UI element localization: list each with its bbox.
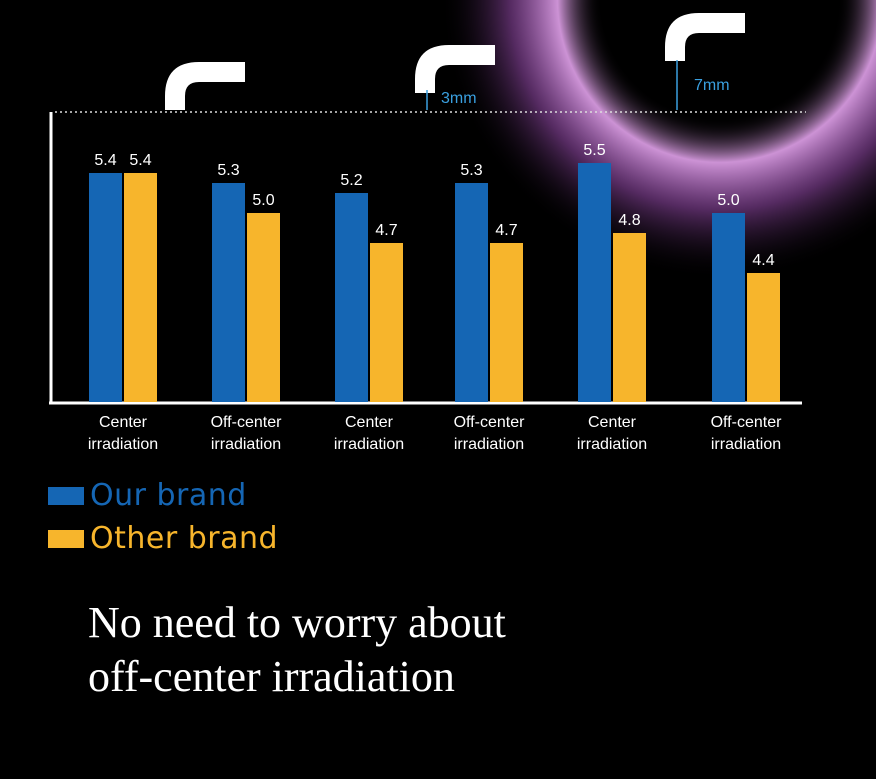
data-label: 5.0 <box>717 192 739 209</box>
x-tick-label: irradiation <box>454 436 524 453</box>
data-label: 4.4 <box>752 252 774 269</box>
x-tick-label: Off-center <box>711 414 783 431</box>
x-tick-label: irradiation <box>577 436 647 453</box>
x-tick-label: irradiation <box>88 436 158 453</box>
glow-ring <box>440 0 876 280</box>
data-label: 5.3 <box>460 162 482 179</box>
legend-swatch-our-brand <box>48 486 84 505</box>
bar <box>712 213 745 402</box>
probe-bracket <box>665 13 745 61</box>
x-tick-label: Center <box>588 414 637 431</box>
caption-line-2: off-center irradiation <box>88 652 455 701</box>
data-label: 5.0 <box>252 192 274 209</box>
bar <box>747 273 780 402</box>
x-tick-label: irradiation <box>711 436 781 453</box>
legend-label-our-brand: Our brand <box>90 478 247 513</box>
bar <box>578 163 611 402</box>
bar <box>212 183 245 402</box>
caption: No need to worry about off-center irradi… <box>88 596 788 704</box>
bar <box>613 233 646 402</box>
caption-line-1: No need to worry about <box>88 598 506 647</box>
annotation-label: 3mm <box>441 90 477 107</box>
bar <box>490 243 523 402</box>
probe-bracket <box>415 45 495 93</box>
data-label: 5.4 <box>94 152 116 169</box>
data-label: 5.5 <box>583 142 605 159</box>
bar <box>370 243 403 402</box>
bar <box>247 213 280 402</box>
data-label: 4.7 <box>375 222 397 239</box>
data-label: 5.4 <box>129 152 151 169</box>
bar <box>89 173 122 402</box>
x-tick-label: Off-center <box>454 414 526 431</box>
x-tick-label: Off-center <box>211 414 283 431</box>
data-label: 4.7 <box>495 222 517 239</box>
data-label: 5.3 <box>217 162 239 179</box>
bar <box>335 193 368 402</box>
x-tick-label: irradiation <box>334 436 404 453</box>
probe-bracket <box>165 62 245 110</box>
legend-item-other-brand: Other brand <box>48 521 278 556</box>
data-label: 4.8 <box>618 212 640 229</box>
bar <box>124 173 157 402</box>
legend-item-our-brand: Our brand <box>48 478 247 513</box>
bar <box>455 183 488 402</box>
legend-label-other-brand: Other brand <box>90 521 279 556</box>
legend-swatch-other-brand <box>48 529 84 548</box>
x-tick-label: Center <box>99 414 148 431</box>
annotation-label: 7mm <box>694 77 730 94</box>
data-label: 5.2 <box>340 172 362 189</box>
x-tick-label: Center <box>345 414 394 431</box>
x-tick-label: irradiation <box>211 436 281 453</box>
bar-chart: 3mm 7mm 5.4 5.3 5.2 5.3 5.5 5.0 5.4 5.0 4.7 4.7 4.8 4… <box>49 0 876 453</box>
